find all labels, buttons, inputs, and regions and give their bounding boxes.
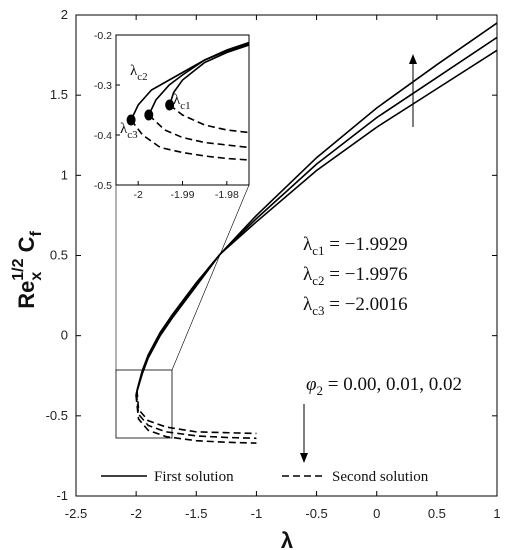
series-layer — [135, 22, 497, 444]
x-tick-label: -1 — [251, 506, 263, 521]
y-axis: -1 -0.5 0 0.5 1 1.5 2 — [46, 7, 497, 503]
inset-x-tick-label: -1.99 — [171, 189, 195, 201]
inset-series-layer — [126, 41, 249, 161]
legend-label: First solution — [154, 469, 234, 485]
lambda-c-value: λc1 = −1.9929 — [303, 234, 408, 258]
lambda-c-value: λc3 = −2.0016 — [303, 294, 408, 318]
y-tick-label: -0.5 — [46, 408, 68, 423]
phi-annotation: φ2 = 0.00, 0.01, 0.02 — [306, 374, 462, 398]
zoom-box — [115, 369, 173, 439]
inset-y-tick-label: -0.2 — [94, 30, 112, 42]
inset-first-solution-line — [148, 43, 249, 116]
second-solution-line — [135, 394, 257, 444]
y-tick-label: -1 — [56, 488, 68, 503]
second-solution-line — [136, 390, 257, 435]
x-tick-label: 1 — [493, 506, 500, 521]
svg-text:Rex1/2 Cf: Rex1/2 Cf — [10, 231, 45, 309]
inset-y-tick-label: -0.5 — [94, 180, 112, 192]
zoom-connector — [171, 184, 250, 371]
critical-point-label: λc3 — [120, 121, 138, 141]
legend: First solution Second solution — [101, 469, 429, 485]
x-tick-label: -2.5 — [65, 506, 87, 521]
y-tick-label: 1 — [61, 167, 68, 182]
x-tick-label: -0.5 — [305, 506, 327, 521]
first-solution-line — [135, 22, 497, 396]
x-tick-label: 0 — [373, 506, 380, 521]
inset-x-tick-label: -1.98 — [215, 189, 239, 201]
inset-first-solution-line — [130, 41, 249, 121]
critical-point-marker — [144, 109, 154, 121]
x-axis: -2.5 -2 -1.5 -1 -0.5 0 0.5 1 — [65, 15, 501, 521]
inset-second-solution-line — [169, 104, 249, 134]
x-tick-label: -2 — [130, 506, 142, 521]
y-axis-label: Rex1/2 Cf — [10, 231, 45, 309]
lambda-c-value: λc2 = −1.9976 — [303, 264, 408, 288]
inset-y-tick-label: -0.3 — [94, 80, 112, 92]
y-tick-label: 2 — [61, 7, 68, 22]
y-tick-label: 0.5 — [50, 248, 68, 263]
critical-point-label: λc2 — [130, 63, 148, 83]
inset-x-tick-label: -2 — [133, 189, 142, 201]
critical-point-marker — [165, 99, 175, 111]
inset-plot: -2 -1.99 -1.98 -0.2 -0.3 -0.4 -0.5 λc1 λc2 λc3 — [94, 30, 250, 201]
critical-point-marker — [126, 114, 136, 126]
y-tick-label: 1.5 — [50, 87, 68, 102]
x-tick-label: 0.5 — [428, 506, 446, 521]
x-axis-label: λ — [281, 528, 293, 550]
inset-axes: -2 -1.99 -1.98 -0.2 -0.3 -0.4 -0.5 — [94, 30, 239, 201]
inset-frame — [115, 34, 250, 186]
inset-first-solution-line — [168, 44, 249, 106]
inset-y-tick-label: -0.4 — [94, 130, 112, 142]
y-tick-label: 0 — [61, 328, 68, 343]
inset-second-solution-line — [148, 114, 249, 149]
lambda-c-annotations: λc1 = −1.9929 λc2 = −1.9976 λc3 = −2.0016 — [303, 234, 408, 318]
inset-critical-labels: λc1 λc2 λc3 — [120, 63, 191, 141]
x-tick-label: -1.5 — [185, 506, 207, 521]
critical-point-label: λc1 — [173, 92, 191, 112]
second-solution-line — [135, 393, 257, 440]
legend-label: Second solution — [332, 469, 429, 485]
